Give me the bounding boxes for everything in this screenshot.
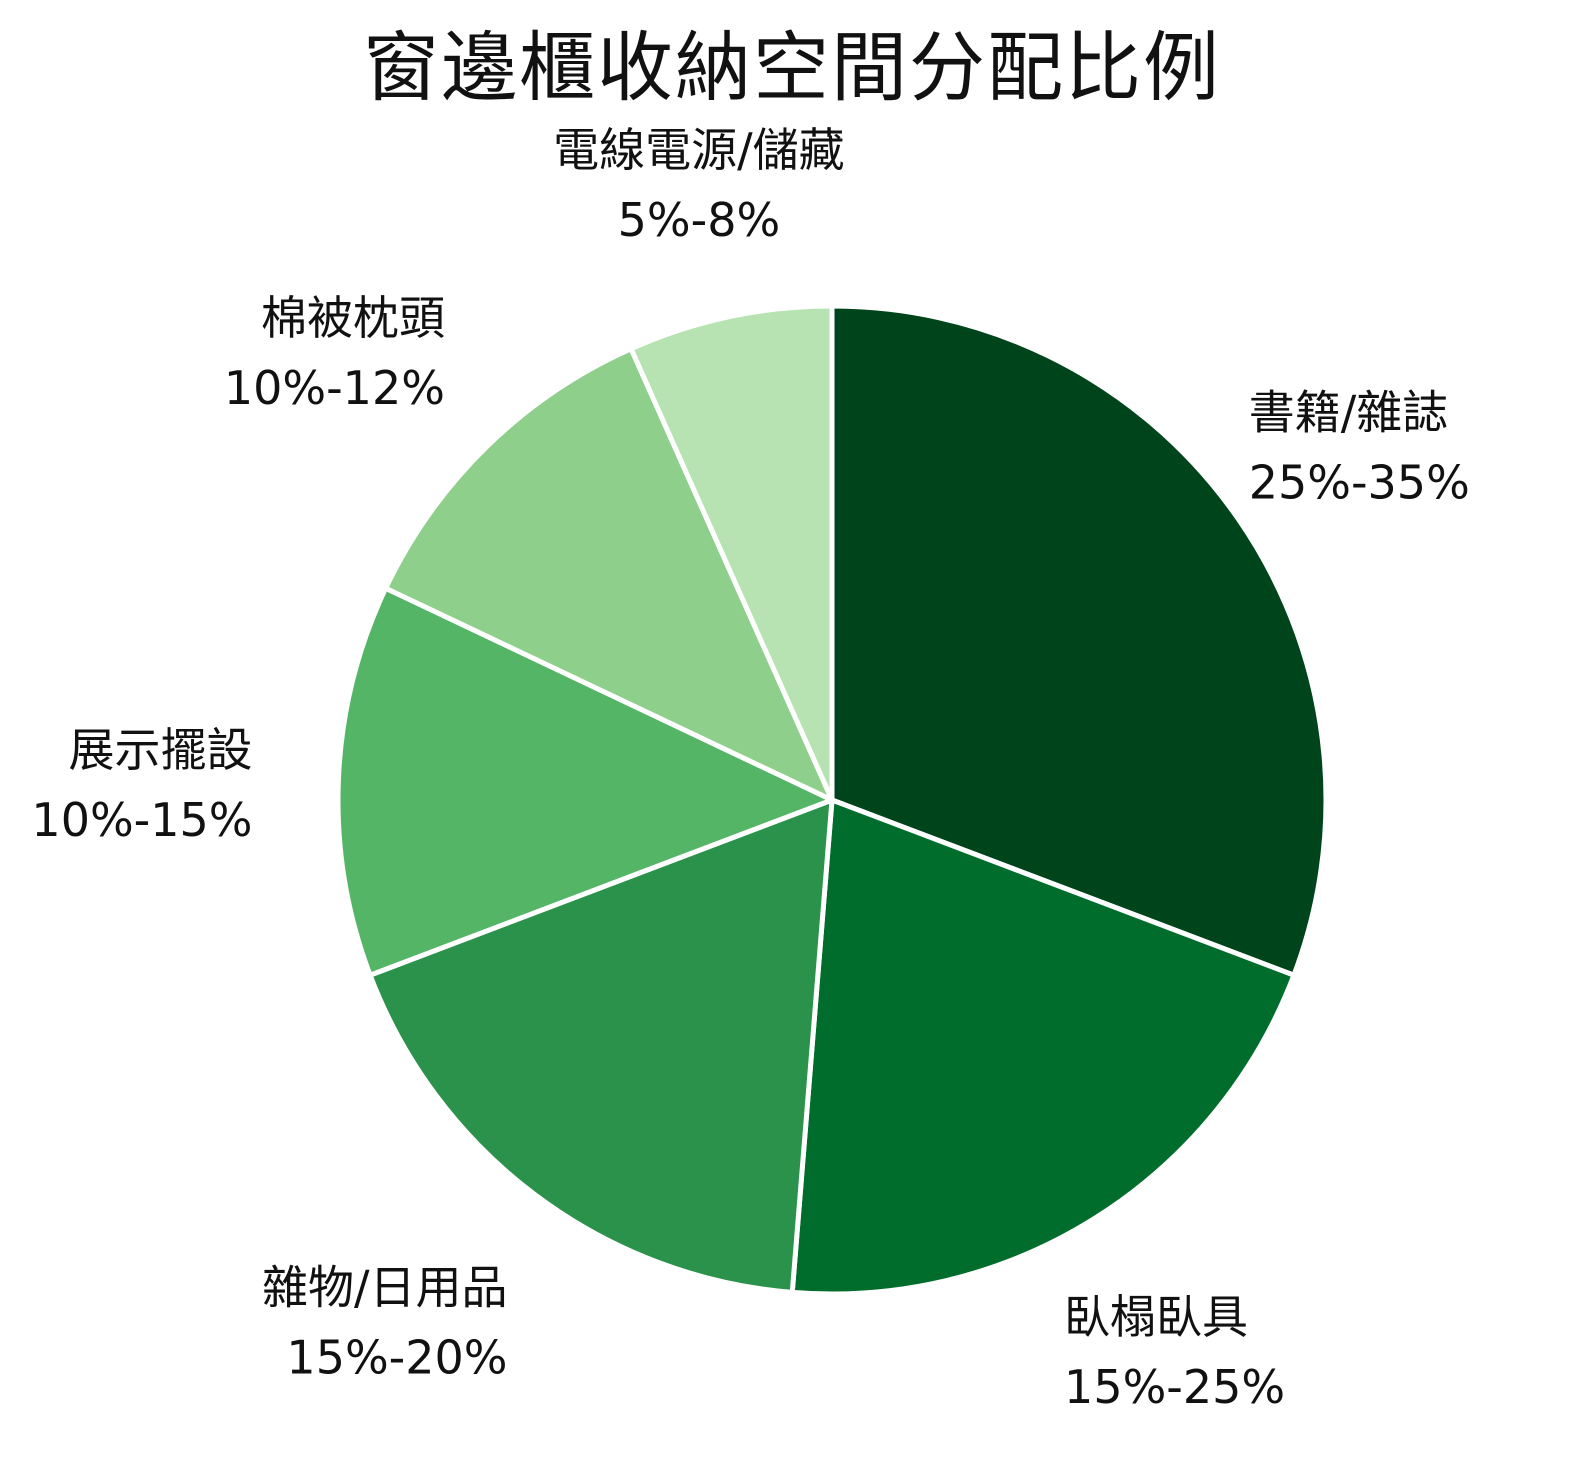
slice-category-label: 棉被枕頭 xyxy=(261,291,445,345)
slice-category-label: 書籍/雜誌 xyxy=(1249,385,1449,439)
pie-slices xyxy=(335,303,1329,1297)
pie-labels: 書籍/雜誌 25%-35% 臥榻臥具 15%-25% 雜物/日用品 15%-20% 展示擺設… xyxy=(31,123,1469,1414)
slice-range-label: 15%-20% xyxy=(286,1331,507,1385)
slice-category-label: 臥榻臥具 xyxy=(1064,1290,1248,1344)
chart-title: 窗邊櫃收納空間分配比例 xyxy=(363,23,1221,112)
slice-range-label: 15%-25% xyxy=(1064,1360,1285,1414)
pie-slice xyxy=(829,303,1329,978)
slice-category-label: 電線電源/儲藏 xyxy=(553,123,845,177)
pie-slice xyxy=(789,797,1297,1297)
slice-range-label: 10%-12% xyxy=(224,361,445,415)
pie-slice xyxy=(383,346,835,803)
pie-slice xyxy=(367,797,835,1295)
pie-slice xyxy=(335,585,835,978)
pie-slice xyxy=(628,303,835,803)
slice-range-label: 10%-15% xyxy=(31,793,252,847)
slice-range-label: 5%-8% xyxy=(618,193,781,247)
slice-range-label: 25%-35% xyxy=(1249,455,1470,509)
slice-category-label: 雜物/日用品 xyxy=(262,1261,508,1315)
slice-category-label: 展示擺設 xyxy=(69,723,253,777)
